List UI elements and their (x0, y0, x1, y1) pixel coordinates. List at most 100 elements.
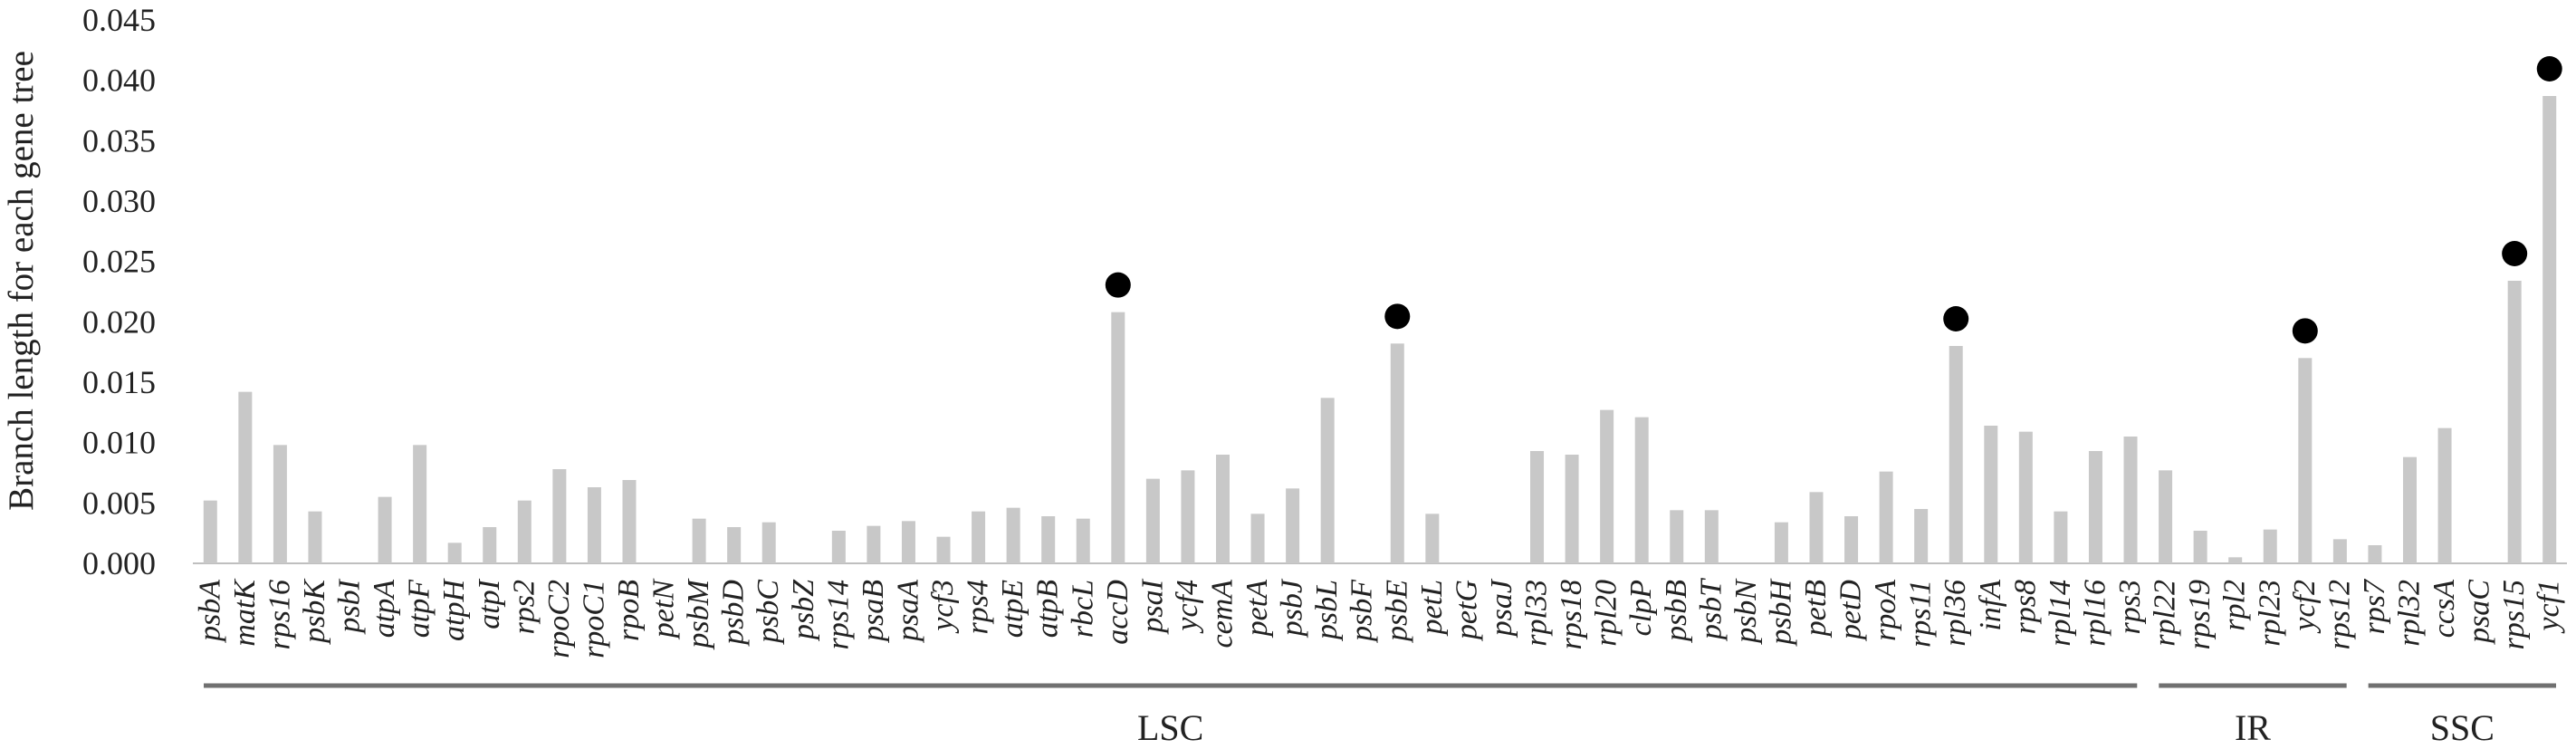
bar-petL (1425, 514, 1440, 563)
category-label-rpl36: rpl36 (1939, 580, 1972, 647)
category-label-petG: petG (1450, 580, 1483, 641)
highlight-marker-rps15 (2502, 241, 2528, 266)
bar-psaB (867, 525, 881, 563)
category-label-rps8: rps8 (2008, 580, 2042, 634)
bar-rpl32 (2402, 456, 2417, 563)
category-label-psbH: psbH (1764, 578, 1797, 647)
bar-ccsA (2437, 427, 2452, 563)
category-label-rpoB: rpoB (612, 580, 646, 641)
category-label-rps14: rps14 (821, 580, 855, 649)
bar-matK (238, 391, 253, 563)
category-label-psaB: psaB (857, 580, 890, 643)
bar-rpoA (1879, 471, 1893, 563)
category-label-petB: petB (1799, 580, 1833, 639)
bar-ycf2 (2298, 358, 2313, 563)
bar-rps2 (517, 500, 531, 563)
category-label-rps15: rps15 (2497, 580, 2531, 649)
bar-infA (1984, 426, 1998, 563)
category-label-rps3: rps3 (2113, 580, 2147, 634)
bar-rps4 (972, 511, 986, 563)
category-label-accD: accD (1101, 580, 1135, 645)
category-label-rpl14: rpl14 (2044, 580, 2077, 647)
category-label-rps4: rps4 (962, 580, 995, 634)
y-tick-label: 0.010 (82, 425, 156, 461)
category-label-rps2: rps2 (507, 580, 541, 634)
bar-rpoC1 (587, 487, 601, 563)
bar-rpoB (622, 480, 637, 563)
bar-cemA (1215, 455, 1230, 563)
category-label-ycf1: ycf1 (2533, 580, 2566, 634)
category-label-ycf3: ycf3 (926, 580, 960, 634)
y-axis-label: Branch length for each gene tree (2, 51, 41, 511)
category-label-rpl22: rpl22 (2149, 580, 2182, 647)
y-tick-label: 0.040 (82, 62, 156, 99)
bar-rps12 (2332, 539, 2347, 563)
category-label-psbM: psbM (682, 578, 715, 649)
bar-psbC (761, 522, 776, 563)
category-labels: psbA matK rps16 psbK psbI atpA atpF atpH atpI rps… (193, 578, 2565, 658)
category-label-psbL: psbL (1310, 580, 1344, 641)
bar-rpl36 (1949, 346, 1963, 563)
bar-psbK (308, 511, 322, 563)
category-label-atpA: atpA (368, 580, 401, 638)
category-label-atpE: atpE (996, 580, 1029, 638)
category-label-rps7: rps7 (2358, 578, 2391, 634)
region-label-ssc: SSC (2430, 707, 2495, 748)
category-label-psbD: psbD (717, 580, 751, 647)
bar-rps3 (2123, 437, 2138, 563)
bar-rpl33 (1530, 451, 1545, 563)
bar-atpF (413, 445, 427, 563)
bar-rps11 (1914, 509, 1929, 563)
bar-rpl16 (2088, 451, 2102, 563)
highlight-marker-accD (1105, 272, 1131, 298)
category-label-atpB: atpB (1031, 580, 1065, 638)
category-label-petN: petN (647, 578, 681, 640)
category-label-psbK: psbK (298, 578, 331, 645)
category-label-psaA: psaA (891, 580, 924, 643)
category-label-rps16: rps16 (263, 580, 296, 649)
category-label-atpH: atpH (437, 578, 471, 641)
y-tick-label: 0.045 (82, 2, 156, 38)
category-label-psbI: psbI (333, 578, 367, 634)
highlight-marker-psbE (1384, 303, 1411, 330)
bar-petD (1844, 516, 1859, 563)
y-tick-label: 0.000 (82, 545, 156, 581)
category-label-atpI: atpI (473, 578, 506, 629)
bar-rpl2 (2228, 557, 2243, 563)
category-label-rpoC2: rpoC2 (542, 580, 576, 658)
bar-psaA (901, 521, 915, 563)
highlight-marker-ycf1 (2536, 56, 2562, 82)
category-label-psbF: psbF (1345, 579, 1379, 643)
bar-group (203, 96, 2557, 563)
region-label-ir: IR (2235, 707, 2271, 748)
bar-accD (1111, 312, 1125, 563)
category-label-psbN: psbN (1729, 578, 1763, 645)
bar-rbcL (1076, 518, 1090, 563)
bar-petA (1250, 514, 1265, 563)
category-label-rpl32: rpl32 (2392, 580, 2426, 647)
category-label-petD: petD (1834, 580, 1868, 642)
category-label-petL: petL (1415, 580, 1449, 636)
category-label-cemA: cemA (1205, 580, 1239, 648)
bar-rpl14 (2054, 511, 2068, 563)
bar-atpB (1041, 516, 1056, 563)
bar-atpI (483, 527, 497, 563)
category-label-psaC: psaC (2463, 580, 2496, 645)
bar-rps15 (2507, 281, 2522, 563)
marker-group (1105, 56, 2562, 344)
region-label-lsc: LSC (1137, 707, 1203, 748)
category-label-psbE: psbE (1380, 580, 1413, 643)
category-label-rpl20: rpl20 (1590, 580, 1623, 647)
category-label-clpP: clpP (1624, 580, 1658, 636)
category-label-rpoA: rpoA (1869, 580, 1902, 641)
category-label-psbJ: psbJ (1276, 578, 1309, 638)
category-label-rpoC1: rpoC1 (577, 580, 610, 658)
bar-rps14 (831, 531, 846, 563)
category-label-psbC: psbC (752, 580, 785, 645)
category-label-petA: petA (1240, 580, 1274, 639)
category-label-rps11: rps11 (1904, 580, 1938, 648)
category-label-psaJ: psaJ (1485, 578, 1518, 638)
category-label-rpl16: rpl16 (2078, 580, 2112, 647)
bar-rps19 (2193, 531, 2207, 563)
